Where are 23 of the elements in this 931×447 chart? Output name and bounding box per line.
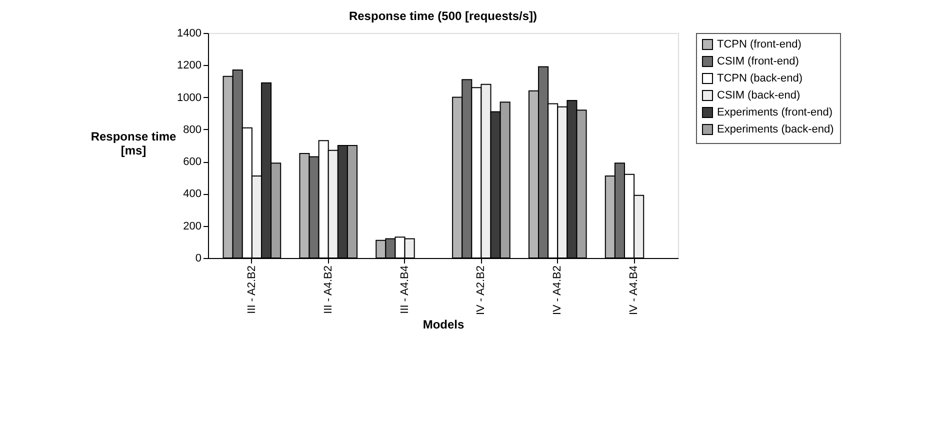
legend-label: Experiments (front-end)	[717, 106, 833, 118]
y-tick-label: 600	[183, 156, 202, 168]
y-tick-label: 1200	[177, 60, 202, 72]
y-tick-label: 1400	[177, 28, 202, 40]
y-tick-label: 200	[183, 220, 202, 232]
legend-label: CSIM (front-end)	[717, 56, 799, 68]
legend-label: Experiments (back-end)	[717, 124, 834, 136]
x-tick-label: IV - A4.B2	[552, 266, 564, 316]
y-tick-label: 400	[183, 188, 202, 200]
x-tick-label: III - A4.B4	[398, 266, 411, 314]
legend-label: TCPN (front-end)	[717, 38, 802, 50]
legend-label: TCPN (back-end)	[717, 72, 803, 84]
x-tick-label: IV - A2.B2	[475, 266, 488, 316]
y-tick-label: 800	[183, 124, 202, 136]
x-tick-label: III - A2.B2	[246, 266, 258, 314]
x-tick-label: III - A4.B2	[322, 266, 334, 314]
chart-title: Response time (500 [requests/s])	[348, 9, 538, 23]
x-axis-title: Models	[422, 318, 464, 332]
y-tick-label: 0	[195, 252, 202, 264]
y-axis-title: Response time [ms]	[90, 130, 177, 158]
x-tick-label: IV - A4.B4	[628, 266, 640, 316]
legend-label: CSIM (back-end)	[717, 90, 800, 102]
y-tick-label: 1000	[177, 92, 202, 104]
